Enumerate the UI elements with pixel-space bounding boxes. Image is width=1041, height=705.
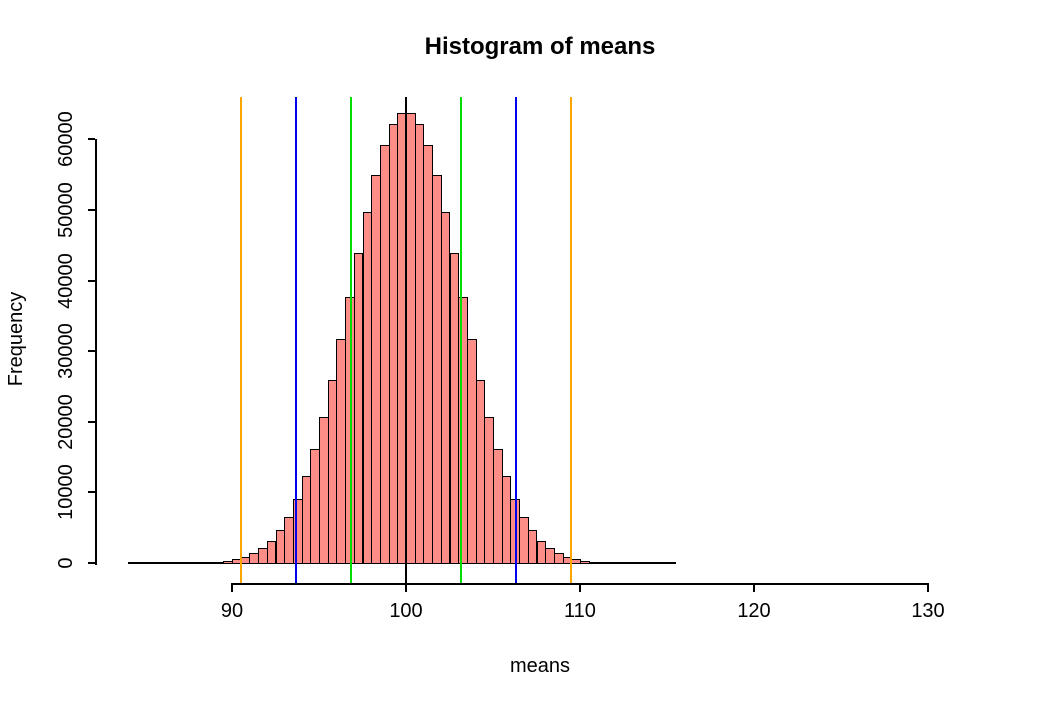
x-axis-tick <box>231 585 233 592</box>
y-axis-tick <box>88 350 95 353</box>
y-axis-line <box>95 139 97 565</box>
y-tick-label: 50000 <box>54 182 77 238</box>
y-axis-tick <box>88 138 95 141</box>
y-tick-label: 20000 <box>54 393 77 450</box>
x-tick-label: 120 <box>737 600 771 622</box>
y-axis-tick <box>88 420 95 423</box>
x-axis-tick <box>579 585 581 592</box>
vline-orange-left <box>239 97 242 585</box>
histogram-bar <box>597 562 608 565</box>
y-tick-label: 60000 <box>54 111 77 168</box>
vline-orange-right <box>570 97 573 585</box>
y-axis-tick <box>88 279 95 282</box>
y-tick-label: 10000 <box>54 464 77 521</box>
y-axis-tick <box>88 209 95 211</box>
vline-blue-left <box>295 97 298 585</box>
vline-green-right <box>459 97 462 585</box>
x-tick-label: 90 <box>220 600 244 622</box>
vline-blue-right <box>514 97 517 585</box>
x-tick-label: 100 <box>389 600 423 622</box>
x-axis-tick <box>405 585 407 592</box>
y-axis-tick <box>88 491 95 494</box>
y-tick-label: 30000 <box>54 323 77 379</box>
x-tick-label: 110 <box>564 600 596 622</box>
y-tick-label: 0 <box>54 557 77 569</box>
vline-mean <box>405 97 407 585</box>
x-axis-line <box>231 583 929 585</box>
y-axis-tick <box>88 562 95 564</box>
vline-green-left <box>350 97 353 585</box>
x-axis-tick <box>753 585 755 592</box>
chart-title: Histogram of means <box>424 33 656 60</box>
x-tick-label: 130 <box>911 600 945 622</box>
y-tick-label: 40000 <box>54 252 77 309</box>
x-axis-tick <box>927 585 929 592</box>
x-axis-label: means <box>509 655 571 677</box>
